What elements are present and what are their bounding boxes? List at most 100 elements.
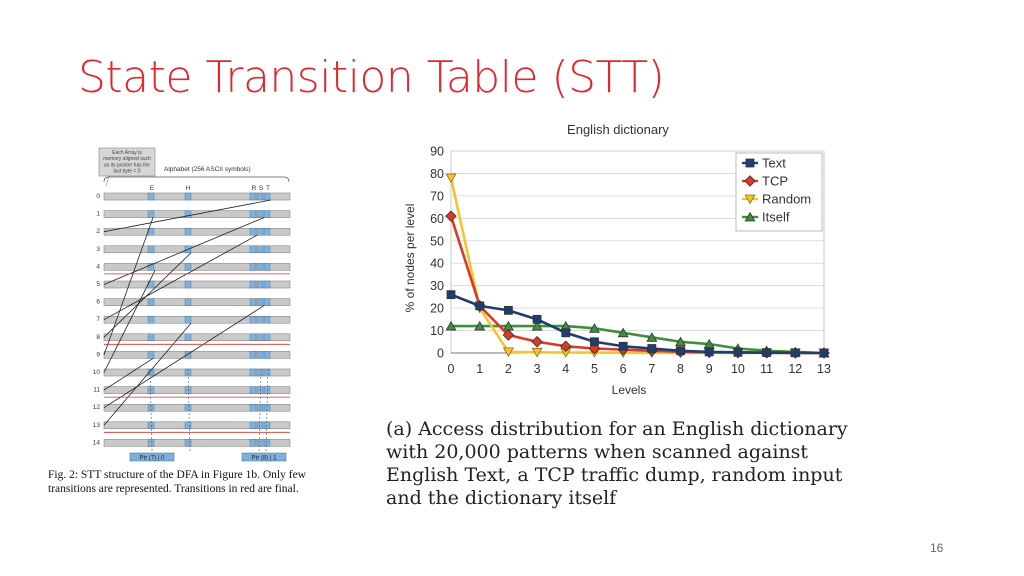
symbol-cell — [249, 368, 257, 377]
symbol-cell — [263, 210, 271, 218]
row-label: 1 — [96, 211, 100, 218]
legend-label: Itself — [762, 210, 790, 225]
transition-line — [103, 358, 154, 391]
x-tick-label: 2 — [505, 362, 512, 376]
row-label: 14 — [93, 439, 101, 446]
row-label: 8 — [96, 334, 100, 341]
data-point — [445, 320, 457, 331]
pointer-label: Ptr (8) | 1 — [252, 456, 278, 462]
alphabet-label: Alphabet (256 ASCII symbols) — [164, 166, 251, 173]
note-line: memory aligned such — [103, 156, 151, 162]
data-point — [676, 346, 685, 356]
symbol-cell — [263, 245, 271, 254]
y-tick-label: 80 — [430, 167, 444, 181]
page-number: 16 — [930, 541, 944, 555]
data-point — [531, 347, 543, 358]
symbol-cell — [249, 333, 257, 342]
data-point — [588, 323, 600, 333]
symbol-cell — [256, 245, 264, 254]
data-point — [647, 344, 657, 353]
alphabet-brace — [103, 176, 290, 183]
symbol-cell — [249, 421, 257, 429]
data-point — [502, 329, 515, 341]
symbol-cell — [263, 315, 271, 324]
symbol-cell — [263, 404, 271, 412]
symbol-cell — [256, 192, 264, 201]
symbol-cell — [147, 368, 155, 377]
note-pointer — [105, 175, 110, 187]
data-point — [618, 341, 628, 351]
symbol-cell — [147, 263, 155, 271]
data-point — [819, 348, 829, 358]
data-point — [475, 301, 485, 311]
row-label: 5 — [96, 281, 100, 288]
symbol-cell — [249, 386, 257, 394]
row-label: 10 — [93, 369, 101, 376]
symbol-cell — [147, 298, 155, 306]
transition-line — [103, 252, 192, 338]
transition-line — [103, 305, 265, 409]
data-point — [675, 336, 687, 347]
data-point — [446, 290, 456, 300]
row-label: 2 — [96, 228, 100, 235]
x-tick-label: 13 — [817, 362, 831, 376]
legend-label: Random — [762, 192, 811, 207]
x-axis-label: Levels — [612, 383, 647, 397]
state-row — [103, 298, 291, 306]
data-point — [733, 347, 743, 357]
column-letter: T — [266, 185, 270, 192]
symbol-cell — [263, 368, 271, 377]
x-tick-label: 8 — [677, 362, 684, 376]
symbol-cell — [184, 315, 192, 324]
symbol-cell — [147, 245, 155, 254]
symbol-cell — [256, 439, 264, 447]
transition-line — [103, 199, 272, 233]
chart-title: English dictionary — [567, 122, 669, 137]
legend-label: Text — [762, 156, 786, 171]
symbol-cell — [256, 404, 264, 412]
symbol-cell — [256, 386, 264, 394]
state-row — [103, 192, 291, 201]
data-point — [503, 305, 513, 315]
x-tick-label: 11 — [760, 362, 773, 376]
symbol-cell — [249, 210, 257, 218]
symbol-cell — [249, 192, 257, 201]
y-tick-label: 90 — [430, 145, 444, 159]
symbol-cell — [263, 439, 271, 447]
symbol-cell — [184, 263, 192, 271]
legend-marker — [744, 194, 756, 205]
x-tick-label: 3 — [534, 362, 541, 376]
symbol-cell — [249, 404, 257, 412]
symbol-cell — [147, 315, 155, 324]
symbol-cell — [184, 210, 192, 218]
x-tick-label: 4 — [562, 362, 569, 376]
pointer-labels: Ptr (7) | 0 Ptr (8) | 1 — [129, 452, 287, 462]
y-tick-label: 50 — [430, 234, 444, 248]
symbol-cell — [256, 227, 264, 236]
symbol-cell — [263, 192, 271, 201]
symbol-cell — [184, 351, 192, 359]
data-point — [646, 332, 658, 342]
symbol-cell — [249, 245, 257, 254]
symbol-cell — [184, 333, 192, 342]
symbol-cell — [263, 386, 271, 394]
series-text — [446, 290, 829, 358]
x-tick-label: 12 — [788, 362, 802, 376]
row-label: 7 — [96, 316, 100, 323]
state-row — [103, 439, 291, 447]
row-label: 11 — [93, 387, 100, 394]
x-tick-label: 7 — [648, 362, 655, 376]
y-tick-labels: 0 10 20 30 40 50 60 70 80 90 — [430, 145, 444, 361]
y-tick-label: 60 — [430, 212, 444, 226]
symbol-cell — [249, 298, 257, 306]
data-point — [762, 348, 772, 357]
pointer-line — [265, 368, 269, 452]
row-label: 12 — [93, 404, 101, 411]
symbol-cell — [147, 439, 155, 447]
symbol-cell — [184, 439, 192, 447]
row-label: 4 — [96, 263, 100, 270]
symbol-cell — [184, 404, 192, 412]
symbol-cell — [263, 227, 271, 236]
symbol-cell — [147, 421, 155, 429]
y-tick-label: 0 — [437, 347, 444, 361]
